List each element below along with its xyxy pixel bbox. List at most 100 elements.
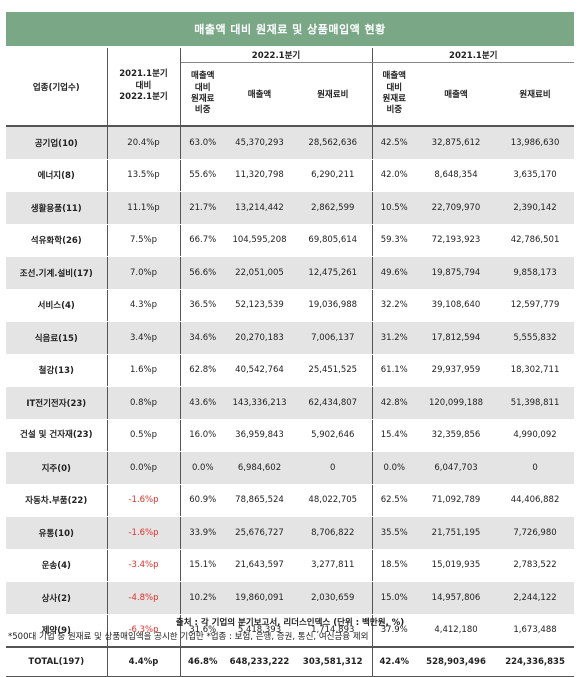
cell-change: -4.8%p [107, 581, 181, 615]
cell-ratio-2022: 43.6% [180, 386, 225, 420]
header-change-line2: 대비 [135, 80, 152, 91]
cell-industry: 유통(10) [6, 516, 108, 550]
cell-sales-2021: 22,709,970 [416, 191, 497, 225]
cell-industry: 에너지(8) [6, 159, 108, 192]
cell-material-2021: 1,673,488 [496, 614, 575, 648]
total-material-2022: 303,581,312 [294, 646, 373, 677]
cell-ratio-2022: 31.6% [180, 614, 225, 648]
table-row: 건설 및 건자재(23) 0.5%p 16.0% 36,959,843 5,902,64… [6, 419, 575, 452]
header-ratio-2022-l4: 비중 [194, 105, 211, 116]
cell-sales-2021: 21,751,195 [416, 516, 497, 550]
header-change-line3: 2022.1분기 [119, 92, 168, 103]
cell-ratio-2022: 56.6% [180, 256, 225, 290]
table-row: 지주(0) 0.0%p 0.0% 6,984,602 0 0.0% 6,047,703 0 [6, 451, 575, 485]
table-footer: 출처 : 각 기업의 분기보고서, 리더스인덱스 (단위 : 백만원, %) *… [6, 616, 574, 644]
cell-industry: 생활용품(11) [6, 191, 108, 225]
cell-material-2021: 42,786,501 [496, 224, 575, 257]
cell-material-2022: 0 [294, 451, 373, 485]
cell-ratio-2022: 63.0% [180, 126, 225, 160]
cell-industry: 철강(13) [6, 354, 108, 387]
cell-change: 1.6%p [107, 354, 181, 387]
cell-change: 7.5%p [107, 224, 181, 257]
cell-industry: 제약(9) [6, 614, 108, 648]
cell-material-2022: 69,805,614 [294, 224, 373, 257]
cell-material-2021: 2,783,522 [496, 549, 575, 582]
cell-sales-2022: 36,959,843 [225, 419, 294, 452]
cell-ratio-2021: 62.5% [372, 484, 417, 517]
cell-material-2022: 2,030,659 [294, 581, 373, 615]
cell-ratio-2021: 0.0% [372, 451, 417, 485]
header-ratio-2022: 매출액 대비 원재료 비중 [180, 62, 225, 127]
source-note: 출처 : 각 기업의 분기보고서, 리더스인덱스 (단위 : 백만원, %) [175, 618, 405, 628]
cell-change: -1.6%p [107, 516, 181, 550]
table-title: 매출액 대비 원재료 및 상품매입액 현황 [6, 12, 574, 46]
header-ratio-2022-l2: 대비 [194, 82, 211, 93]
header-material-2022: 원재료비 [294, 62, 373, 127]
cell-material-2021: 5,555,832 [496, 321, 575, 355]
cell-ratio-2021: 31.2% [372, 321, 417, 355]
cell-sales-2022: 25,676,727 [225, 516, 294, 550]
cell-ratio-2021: 15.0% [372, 581, 417, 615]
cell-sales-2022: 13,214,442 [225, 191, 294, 225]
cell-ratio-2021: 49.6% [372, 256, 417, 290]
cell-material-2022: 2,862,599 [294, 191, 373, 225]
cell-ratio-2022: 55.6% [180, 159, 225, 192]
cell-industry: 공기업(10) [6, 126, 108, 160]
cell-sales-2022: 45,370,293 [225, 126, 294, 160]
cell-ratio-2022: 15.1% [180, 549, 225, 582]
cell-sales-2021: 15,019,935 [416, 549, 497, 582]
total-ratio-2021: 42.4% [372, 646, 417, 677]
cell-ratio-2022: 21.7% [180, 191, 225, 225]
cell-industry: 식음료(15) [6, 321, 108, 355]
table-row: 자동차.부품(22) -1.6%p 60.9% 78,865,524 48,022,70… [6, 484, 575, 517]
total-ratio-2022: 46.8% [180, 646, 225, 677]
cell-material-2021: 9,858,173 [496, 256, 575, 290]
table-row: 석유화학(26) 7.5%p 66.7% 104,595,208 69,805,614 5… [6, 224, 575, 257]
cell-material-2021: 4,990,092 [496, 419, 575, 452]
cell-change: 0.0%p [107, 451, 181, 485]
header-industry: 업종(기업수) [6, 48, 108, 127]
cell-industry: 지주(0) [6, 451, 108, 485]
cell-ratio-2021: 42.0% [372, 159, 417, 192]
cell-material-2021: 2,244,122 [496, 581, 575, 615]
cell-change: 4.3%p [107, 289, 181, 322]
cell-ratio-2021: 35.5% [372, 516, 417, 550]
cell-material-2022: 8,706,822 [294, 516, 373, 550]
cell-material-2022: 7,006,137 [294, 321, 373, 355]
cell-sales-2021: 32,359,856 [416, 419, 497, 452]
cell-sales-2021: 6,047,703 [416, 451, 497, 485]
table-body: 공기업(10) 20.4%p 63.0% 45,370,293 28,562,636 42… [6, 126, 575, 648]
cell-industry: IT전기전자(23) [6, 386, 108, 420]
total-industry: TOTAL(197) [6, 646, 108, 677]
cell-sales-2022: 20,270,183 [225, 321, 294, 355]
cell-material-2021: 0 [496, 451, 575, 485]
cell-material-2022: 1,714,893 [294, 614, 373, 648]
header-ratio-2021: 매출액 대비 원재료 비중 [372, 62, 417, 127]
cell-industry: 건설 및 건자재(23) [6, 419, 108, 452]
cell-material-2022: 62,434,807 [294, 386, 373, 420]
cell-ratio-2022: 10.2% [180, 581, 225, 615]
cell-sales-2021: 39,108,640 [416, 289, 497, 322]
cell-material-2022: 3,277,811 [294, 549, 373, 582]
cell-industry: 상사(2) [6, 581, 108, 615]
cell-change: -3.4%p [107, 549, 181, 582]
header-ratio-2022-l3: 원재료 [191, 94, 215, 104]
table-row: 조선.기계.설비(17) 7.0%p 56.6% 22,051,005 12,475,2… [6, 256, 575, 290]
cell-sales-2022: 6,984,602 [225, 451, 294, 485]
cell-ratio-2021: 61.1% [372, 354, 417, 387]
cell-change: 11.1%p [107, 191, 181, 225]
cell-change: 0.8%p [107, 386, 181, 420]
cell-sales-2021: 29,937,959 [416, 354, 497, 387]
cell-sales-2022: 11,320,798 [225, 159, 294, 192]
table-row: 공기업(10) 20.4%p 63.0% 45,370,293 28,562,636 42… [6, 126, 575, 160]
cell-material-2021: 18,302,711 [496, 354, 575, 387]
header-change-line1: 2021.1분기 [119, 69, 168, 80]
cell-change: 20.4%p [107, 126, 181, 160]
header-material-2021: 원재료비 [496, 62, 575, 127]
cell-ratio-2022: 16.0% [180, 419, 225, 452]
total-change: 4.4%p [107, 646, 181, 677]
cell-material-2022: 25,451,525 [294, 354, 373, 387]
cell-ratio-2022: 34.6% [180, 321, 225, 355]
total-sales-2021: 528,903,496 [416, 646, 497, 677]
table-row: 유통(10) -1.6%p 33.9% 25,676,727 8,706,822 35.5… [6, 516, 575, 550]
